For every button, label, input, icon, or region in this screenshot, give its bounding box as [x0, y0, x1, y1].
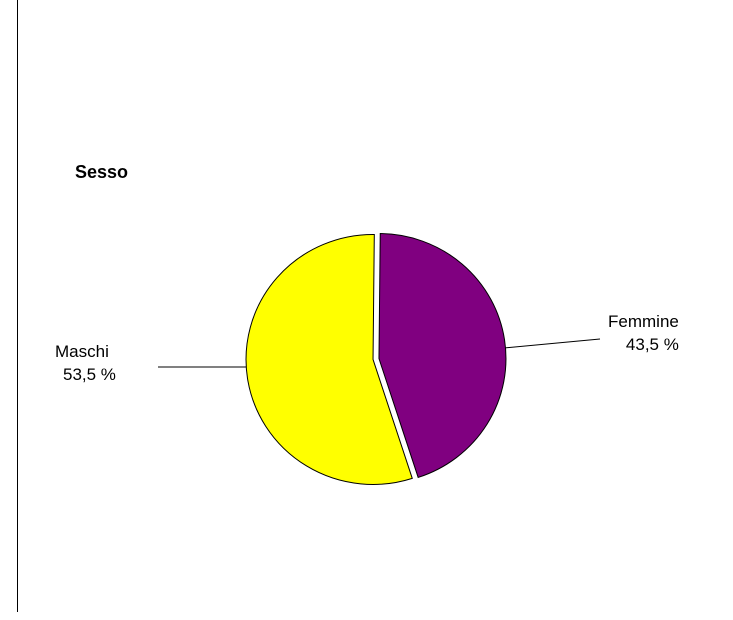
left-border-line — [17, 0, 18, 612]
slice-label-femmine: Femmine 43,5 % — [608, 310, 679, 356]
pie-slice-maschi — [245, 233, 413, 485]
chart-title: Sesso — [75, 162, 129, 182]
slice-value-maschi: 53,5 % — [63, 365, 116, 384]
leader-line-femmine — [503, 338, 601, 349]
slice-name-femmine: Femmine — [608, 312, 679, 331]
slice-value-femmine: 43,5 % — [625, 335, 679, 354]
slice-label-maschi: Maschi 53,5 % — [55, 340, 116, 386]
slice-name-maschi: Maschi — [55, 342, 109, 361]
pie-slice-femmine — [378, 233, 507, 479]
